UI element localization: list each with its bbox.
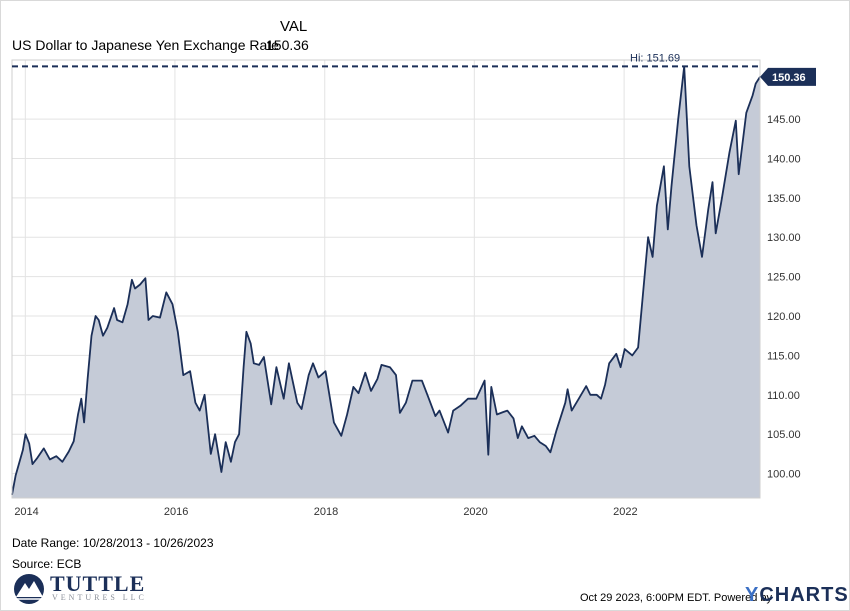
ycharts-y: Y	[745, 584, 760, 606]
source-label: Source: ECB	[12, 557, 82, 571]
series-title: US Dollar to Japanese Yen Exchange Rate	[12, 37, 279, 53]
x-tick-label: 2018	[314, 506, 338, 518]
plot-border	[11, 59, 761, 499]
y-tick-label: 105.00	[767, 429, 801, 441]
logo-subtitle: VENTURES LLC	[52, 593, 147, 602]
y-tick-label: 125.00	[767, 272, 801, 284]
exchange-rate-chart: 100.00 105.00 110.00 115.00 120.00 125.00 130.…	[11, 52, 816, 518]
series-area	[12, 66, 760, 499]
y-tick-label: 140.00	[767, 153, 801, 165]
y-tick-label: 110.00	[767, 390, 800, 402]
tuttle-logo: TUTTLE VENTURES LLC	[12, 571, 144, 610]
y-tick-label: 100.00	[767, 469, 801, 481]
last-value-badge	[760, 67, 816, 86]
logo-wordmark: TUTTLE	[50, 571, 146, 596]
column-header: VAL	[280, 18, 308, 35]
last-value-label: 150.36	[772, 72, 806, 84]
mountain-icon	[14, 574, 44, 604]
y-tick-label: 120.00	[767, 311, 801, 323]
high-annotation: Hi: 151.69	[630, 52, 680, 64]
x-tick-label: 2020	[463, 506, 487, 518]
x-tick-label: 2014	[14, 506, 38, 518]
series-line	[11, 65, 761, 495]
ycharts-brand[interactable]: YCHARTS	[745, 584, 849, 607]
date-range: Date Range: 10/28/2013 - 10/26/2023	[12, 536, 214, 550]
y-tick-label: 130.00	[767, 232, 801, 244]
y-tick-label: 135.00	[767, 193, 801, 205]
y-tick-label: 145.00	[767, 114, 801, 126]
y-tick-label: 115.00	[767, 350, 800, 362]
series-current-value: 150.36	[266, 37, 309, 53]
ycharts-wordmark: CHARTS	[759, 584, 849, 606]
generated-timestamp: Oct 29 2023, 6:00PM EDT. Powered by	[580, 592, 772, 604]
x-tick-label: 2022	[613, 506, 637, 518]
x-tick-label: 2016	[164, 506, 188, 518]
